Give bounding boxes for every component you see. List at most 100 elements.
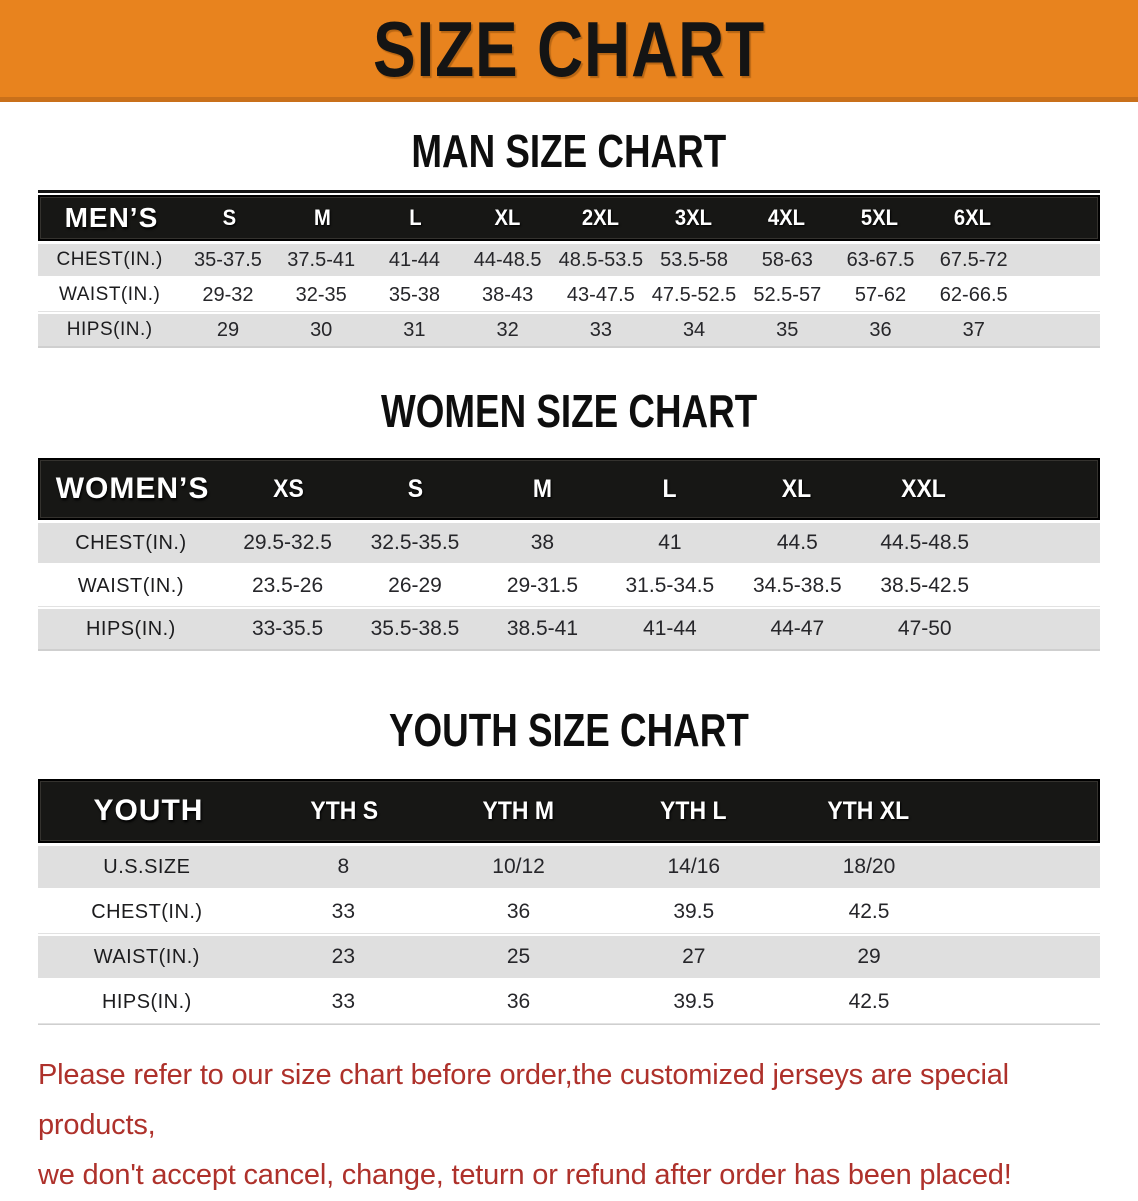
measurement-value: 44-47 [770,617,825,640]
measurement-row-label: CHEST(IN.) [91,900,203,923]
measurement-value: 53.5-58 [660,248,728,271]
measurement-value: 42.5 [848,990,890,1013]
measurement-value: 31.5-34.5 [625,574,715,597]
measurement-value: 37 [962,318,985,341]
measurement-value: 41-44 [643,617,697,640]
measurement-value: 8 [337,855,350,878]
measurement-value: 52.5-57 [753,283,822,306]
size-column-header: YTH M [482,796,555,825]
measurement-value: 33 [589,318,612,341]
measurement-value: 39.5 [673,990,715,1013]
size-column-header: L [662,474,677,503]
size-column-header: S [407,474,424,503]
measurement-row-label: HIPS(IN.) [101,990,192,1013]
youth-section-heading: YOUTH SIZE CHART [389,704,749,756]
size-column-header: XS [273,474,304,503]
measurement-value: 42.5 [848,900,890,923]
measurement-value: 32-35 [295,283,347,306]
size-column-header: 3XL [675,205,713,230]
measurement-value: 67.5-72 [939,248,1008,271]
measurement-value: 41-44 [388,248,440,271]
size-column-header: L [408,205,422,230]
measurement-value: 36 [869,318,892,341]
table-group-label: MEN’S [64,202,159,233]
women-size-table: WOMEN’S XS S M L XL XXL CHEST(IN.) 29.5-32.5 32.5… [38,458,1100,651]
measurement-value: 31 [403,318,426,341]
size-column-header: 2XL [582,205,620,230]
measurement-value: 36 [506,990,531,1013]
table-header-row: WOMEN’S XS S M L XL XXL [38,458,1100,520]
order-disclaimer: Please refer to our size chart before or… [38,1051,1100,1201]
measurement-value: 38.5-42.5 [880,574,970,597]
table-row: CHEST(IN.) 29.5-32.5 32.5-35.5 38 41 44.5 44.5… [38,523,1100,563]
measurement-value: 57-62 [854,283,907,306]
measurement-value: 38.5-41 [506,617,579,640]
size-chart-banner: SIZE CHART [0,0,1138,102]
table-row: WAIST(IN.) 29-32 32-35 35-38 38-43 43-47.5 47.… [38,279,1100,311]
measurement-value: 29 [216,318,240,341]
measurement-value: 39.5 [673,900,715,923]
measurement-value: 36 [506,900,531,923]
size-column-header: 6XL [953,205,991,230]
measurement-value: 44-48.5 [473,248,542,271]
measurement-value: 23.5-26 [251,574,324,597]
table-row: HIPS(IN.) 33-35.5 35.5-38.5 38.5-41 41-44 44-… [38,609,1100,649]
measurement-value: 58-63 [761,248,813,271]
size-column-header: XXL [901,474,946,503]
measurement-value: 29.5-32.5 [243,531,332,554]
measurement-value: 43-47.5 [566,283,635,306]
measurement-value: 47-50 [897,617,952,640]
table-row: U.S.SIZE 8 10/12 14/16 18/20 [38,846,1100,888]
size-column-header: 4XL [767,205,806,230]
table-row: HIPS(IN.) 29 30 31 32 33 34 35 36 37 [38,314,1100,346]
measurement-row-label: CHEST(IN.) [56,249,163,270]
measurement-value: 44.5 [776,531,818,554]
measurement-value: 62-66.5 [939,283,1008,306]
measurement-value: 35 [776,318,799,341]
measurement-value: 26-29 [388,574,442,597]
measurement-value: 63-67.5 [846,248,915,271]
size-column-header: XL [781,474,812,503]
size-column-header: 5XL [860,205,898,230]
measurement-value: 18/20 [842,855,896,878]
measurement-value: 37.5-41 [287,248,356,271]
measurement-value: 32 [496,318,519,341]
measurement-value: 29 [857,945,881,968]
table-header-row: YOUTH YTH S YTH M YTH L YTH XL [38,779,1100,843]
size-column-header: YTH S [310,796,379,825]
disclaimer-line-1: Please refer to our size chart before or… [38,1059,1009,1141]
table-group-label: WOMEN’S [55,472,210,505]
measurement-value: 35-38 [388,283,440,306]
table-row: CHEST(IN.) 33 36 39.5 42.5 [38,891,1100,933]
youth-size-table: YOUTH YTH S YTH M YTH L YTH XL U.S.SIZE 8 10/12… [38,779,1100,1025]
men-size-table: MEN’S S M L XL 2XL 3XL 4XL 5XL 6XL CHEST(IN.) 35-37… [38,190,1100,348]
measurement-value: 34 [682,318,706,341]
measurement-value: 27 [682,945,706,968]
measurement-row-label: U.S.SIZE [103,855,191,878]
measurement-value: 44.5-48.5 [880,531,970,554]
measurement-value: 25 [506,945,531,968]
measurement-value: 34.5-38.5 [752,574,842,597]
measurement-value: 38-43 [482,283,534,306]
measurement-value: 33 [331,900,355,923]
measurement-row-label: WAIST(IN.) [77,574,184,597]
measurement-row-label: HIPS(IN.) [66,319,153,340]
table-header-row: MEN’S S M L XL 2XL 3XL 4XL 5XL 6XL [38,195,1100,241]
size-column-header: M [313,205,331,230]
measurement-row-label: WAIST(IN.) [93,945,200,968]
table-row: WAIST(IN.) 23 25 27 29 [38,936,1100,978]
measurement-value: 29-32 [202,283,254,306]
table-row: WAIST(IN.) 23.5-26 26-29 29-31.5 31.5-34.5 34… [38,566,1100,606]
measurement-value: 10/12 [492,855,545,878]
measurement-row-label: WAIST(IN.) [58,284,161,305]
measurement-value: 23 [331,945,355,968]
women-section-heading: WOMEN SIZE CHART [380,385,758,437]
table-group-label: YOUTH [93,794,204,827]
size-column-header: YTH L [660,796,727,825]
size-column-header: YTH XL [826,796,909,825]
measurement-value: 35-37.5 [194,248,262,271]
measurement-value: 48.5-53.5 [558,248,644,271]
size-column-header: S [222,205,237,230]
banner-title: SIZE CHART [373,4,765,93]
measurement-value: 33-35.5 [251,617,324,640]
